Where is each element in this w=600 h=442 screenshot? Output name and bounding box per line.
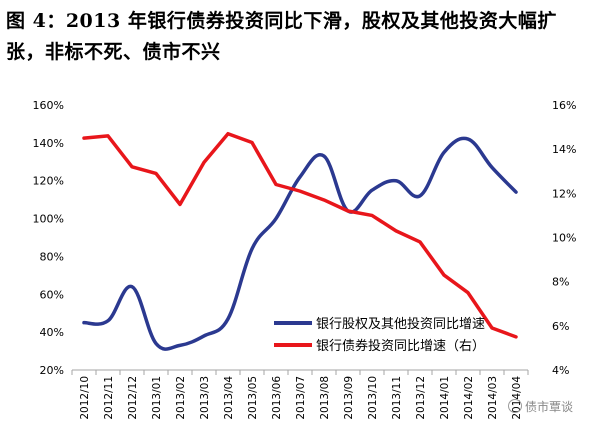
axes: 20% 40% 60% 80% 100% 120% 140% 160% 4% 6% 8% 10% 12%… — [33, 99, 577, 420]
y-right-tick-label: 6% — [552, 320, 569, 333]
y-right-tick-label: 4% — [552, 364, 569, 377]
y-left-tick-label: 120% — [33, 175, 64, 188]
chart-title: 图 4：2013 年银行债券投资同比下滑，股权及其他投资大幅扩张，非标不死、债市… — [6, 10, 557, 63]
series-lines — [82, 131, 518, 351]
x-tick-label: 2013/11 — [391, 376, 403, 420]
y-left-tick-label: 20% — [40, 364, 64, 377]
x-tick-label: 2012/10 — [79, 376, 91, 420]
legend-label: 银行债券投资同比增速（右） — [316, 338, 485, 354]
x-tick-label: 2013/04 — [223, 376, 235, 420]
y-left-tick-label: 80% — [40, 250, 64, 263]
x-tick-label: 2013/03 — [199, 376, 211, 420]
series-line-bond — [82, 131, 518, 339]
y-right-tick-label: 12% — [552, 187, 576, 200]
legend-label: 银行股权及其他投资同比增速 — [316, 316, 485, 332]
wechat-icon — [508, 399, 522, 413]
x-tick-label: 2013/01 — [151, 376, 163, 420]
x-tick-label: 2014/03 — [487, 376, 499, 420]
y-right-tick-label: 10% — [552, 232, 576, 245]
watermark: 债市覃谈 — [508, 398, 573, 415]
x-tick-label: 2013/05 — [247, 376, 259, 420]
x-tick-label: 2013/12 — [415, 376, 427, 420]
x-tick-label: 2013/10 — [367, 376, 379, 420]
y-left-tick-label: 160% — [33, 99, 64, 112]
x-tick-label: 2013/07 — [295, 376, 307, 420]
y-right-tick-label: 8% — [552, 276, 569, 289]
x-tick-label: 2012/12 — [127, 376, 139, 420]
x-tick-label: 2014/01 — [439, 376, 451, 420]
x-tick-label: 2012/11 — [103, 376, 115, 420]
x-tick-label: 2013/08 — [319, 376, 331, 420]
x-tick-label: 2014/02 — [463, 376, 475, 420]
series-line-equity — [82, 136, 518, 351]
x-tick-label: 2013/02 — [175, 376, 187, 420]
x-tick-label: 2013/06 — [271, 376, 283, 420]
y-right-tick-label: 16% — [552, 99, 576, 112]
y-left-tick-label: 60% — [40, 288, 64, 301]
watermark-text: 债市覃谈 — [525, 400, 574, 414]
y-left-tick-label: 140% — [33, 137, 64, 150]
y-right-tick-label: 14% — [552, 143, 576, 156]
y-left-tick-label: 100% — [33, 213, 64, 226]
y-left-tick-label: 40% — [40, 326, 64, 339]
x-tick-label: 2013/09 — [343, 376, 355, 420]
